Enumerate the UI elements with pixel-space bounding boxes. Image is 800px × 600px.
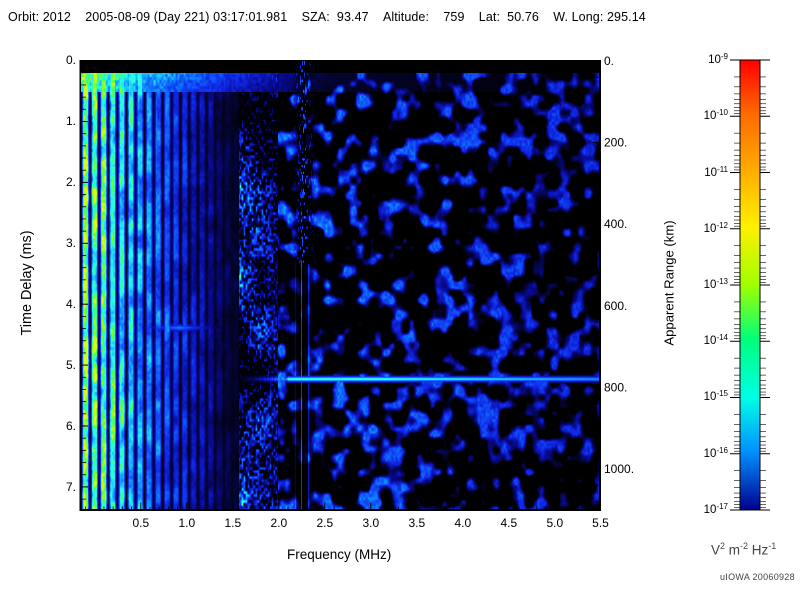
svg-text:4.0: 4.0 [454,516,471,530]
svg-text:2.5: 2.5 [316,516,333,530]
svg-text:2.: 2. [66,175,76,189]
svg-text:5.5: 5.5 [592,516,609,530]
svg-text:1.0: 1.0 [178,516,195,530]
svg-text:10-17: 10-17 [704,502,729,517]
svg-text:3.5: 3.5 [408,516,425,530]
svg-text:800.: 800. [604,380,627,394]
svg-text:10-11: 10-11 [704,165,728,180]
svg-text:0.: 0. [604,54,614,68]
svg-text:10-14: 10-14 [704,333,729,348]
svg-text:4.5: 4.5 [500,516,517,530]
svg-text:3.0: 3.0 [362,516,379,530]
svg-text:1.5: 1.5 [224,516,241,530]
svg-text:0.5: 0.5 [132,516,149,530]
svg-text:1.: 1. [66,114,76,128]
svg-text:400.: 400. [604,217,627,231]
svg-text:10-15: 10-15 [704,389,729,404]
svg-text:600.: 600. [604,299,627,313]
svg-text:6.: 6. [66,419,76,433]
svg-text:4.: 4. [66,297,76,311]
svg-text:1000.: 1000. [604,462,634,476]
svg-text:3.: 3. [66,236,76,250]
svg-text:7.: 7. [66,480,76,494]
svg-text:10-12: 10-12 [704,221,729,236]
svg-text:10-10: 10-10 [704,108,729,123]
svg-text:10-16: 10-16 [704,446,729,461]
svg-text:5.: 5. [66,358,76,372]
svg-text:10-13: 10-13 [704,277,729,292]
svg-text:0.: 0. [66,53,76,67]
svg-text:5.0: 5.0 [546,516,563,530]
svg-text:2.0: 2.0 [270,516,287,530]
svg-text:200.: 200. [604,136,627,150]
svg-text:10-9: 10-9 [708,52,728,67]
